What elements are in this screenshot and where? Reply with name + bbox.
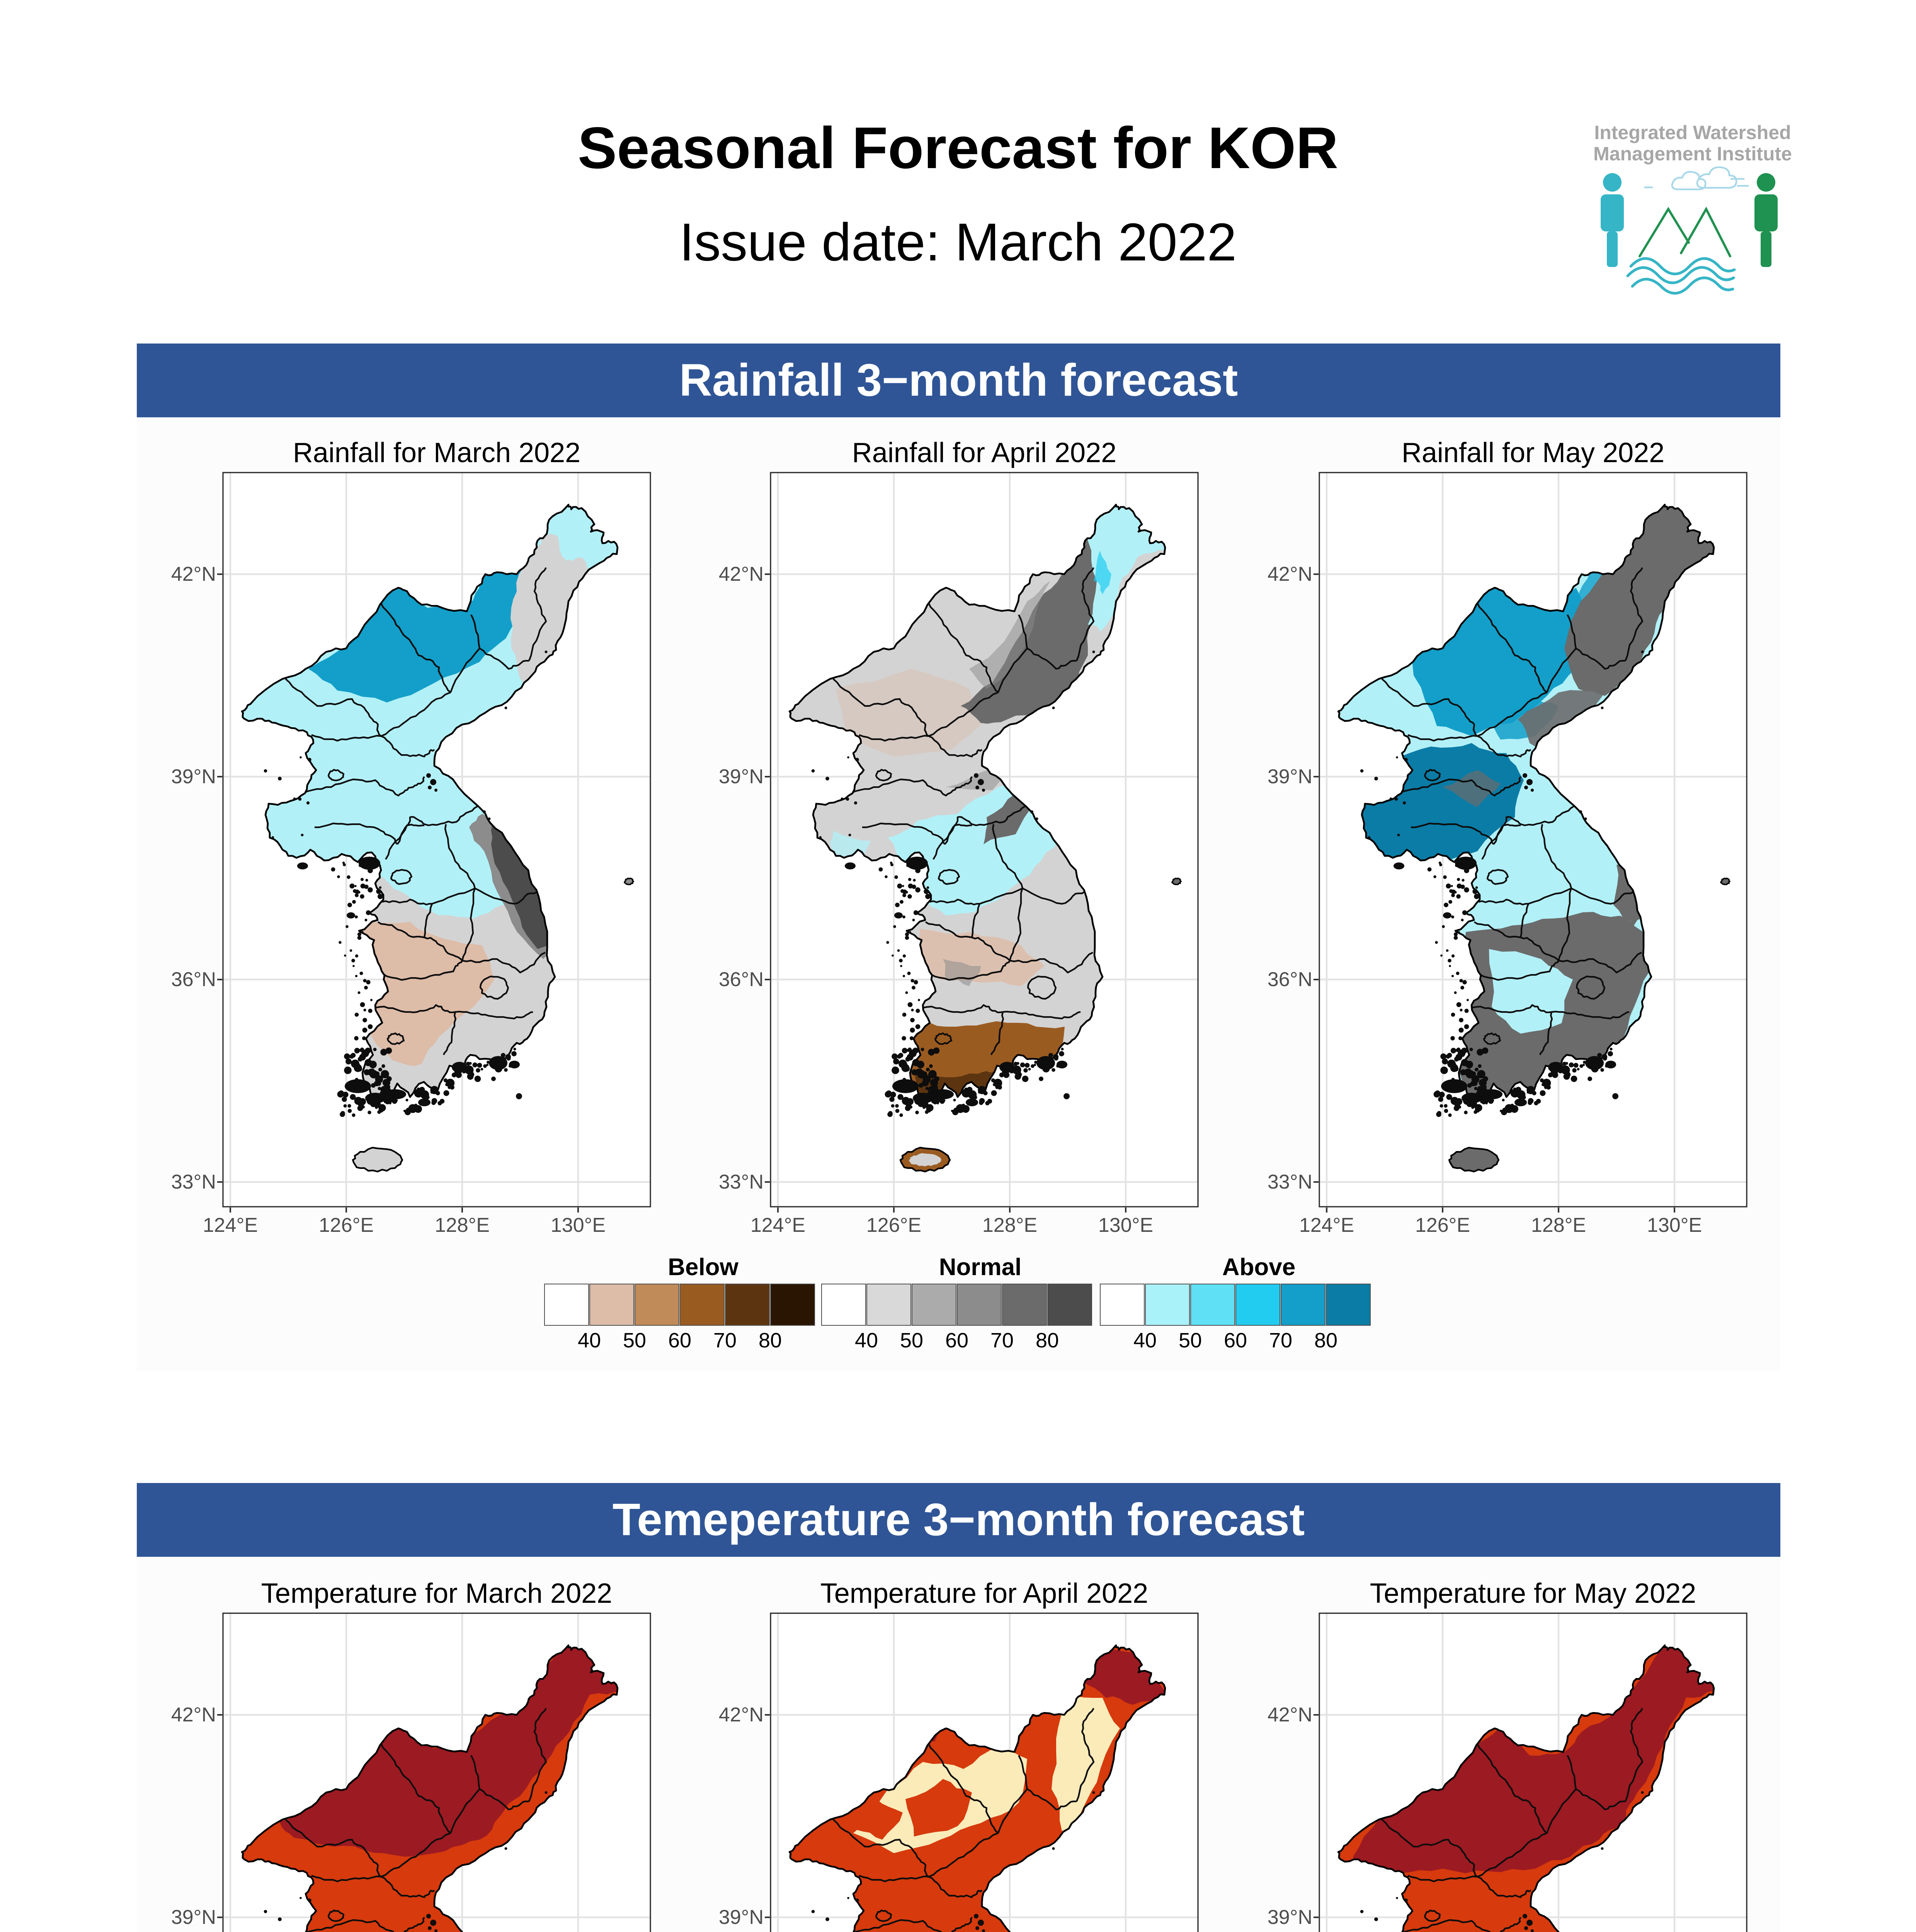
svg-text:Integrated Watershed: Integrated Watershed (1594, 122, 1791, 143)
svg-text:Management Institute: Management Institute (1593, 143, 1792, 165)
